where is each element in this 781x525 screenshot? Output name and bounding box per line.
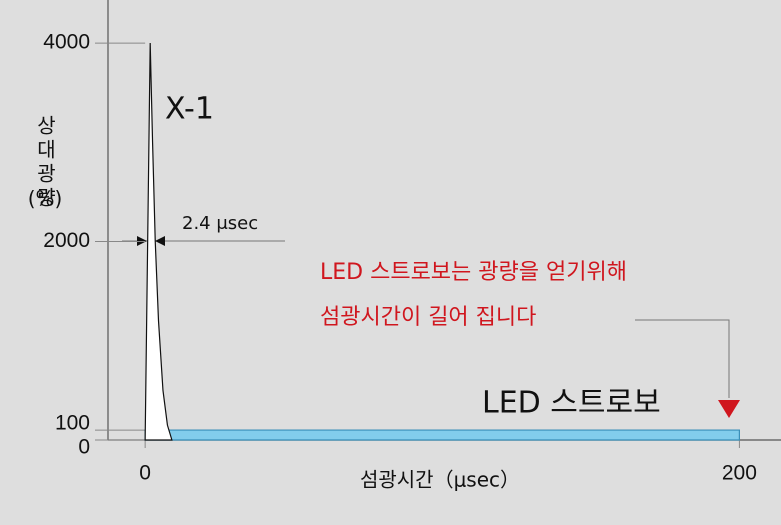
width-annotation: 2.4 μsec: [182, 213, 258, 234]
series-label: LED 스트로보: [482, 386, 661, 421]
y-tick-label: 2000: [43, 229, 90, 252]
x-axis-label: 섬광시간（μsec）: [360, 468, 520, 492]
y-tick-label: 4000: [43, 31, 90, 54]
series-label: X-1: [165, 92, 214, 127]
area: [144, 43, 173, 441]
y-axis-unit: (%): [28, 187, 63, 211]
dimension-arrow: [137, 236, 147, 246]
area: [144, 429, 741, 441]
y-tick-label: 0: [78, 436, 90, 459]
note-line: 섬광시간이 길어 집니다: [320, 305, 536, 330]
x-tick-label: 200: [722, 462, 757, 485]
y-tick-label: 100: [55, 412, 90, 435]
x-tick-label: 0: [139, 462, 151, 485]
y-axis-label: 상대광량: [33, 115, 57, 211]
dimension-arrow: [155, 236, 165, 246]
leader-arrow: [718, 400, 740, 418]
leader-line: [635, 319, 730, 398]
note-line: LED 스트로보는 광량을 얻기위해: [320, 260, 627, 285]
